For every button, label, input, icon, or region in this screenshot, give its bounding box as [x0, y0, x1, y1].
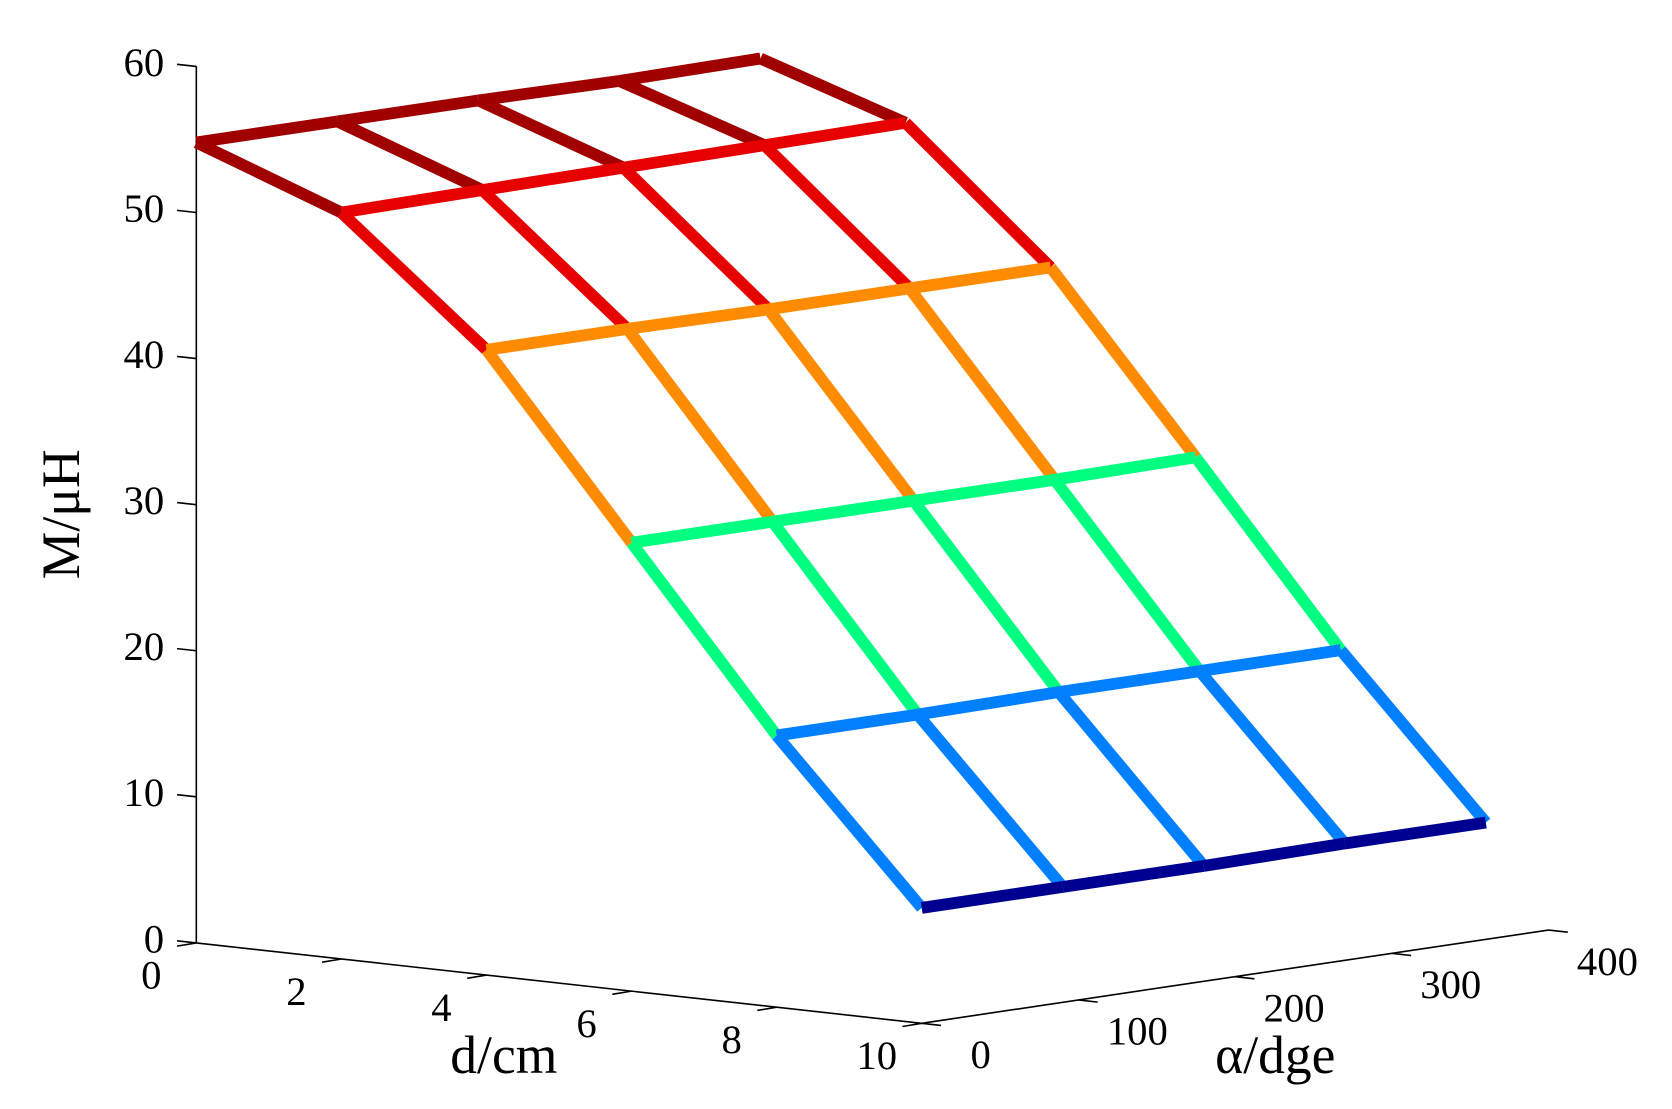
y-tick-label: 0: [970, 1032, 990, 1077]
z-tick-label: 0: [144, 916, 164, 961]
mesh-edge: [193, 137, 344, 218]
mesh-edge: [920, 881, 1064, 914]
y-tick: [1548, 929, 1568, 934]
y-tick-label: 300: [1420, 962, 1481, 1007]
x-tick: [176, 942, 197, 947]
mesh-edge: [626, 303, 770, 335]
mesh-edge: [475, 95, 626, 173]
mesh-edge: [760, 141, 914, 293]
mesh-edge: [763, 305, 919, 505]
mesh-edge: [771, 494, 915, 528]
mesh-edge: [775, 708, 919, 742]
mesh-edge: [619, 163, 773, 314]
x-axis-label: d/cm: [450, 1025, 557, 1085]
z-tick: [176, 647, 197, 652]
x-axis: [196, 942, 922, 1025]
mesh-edge: [1190, 453, 1346, 654]
mesh-edge: [1195, 667, 1350, 848]
x-tick: [902, 1022, 922, 1028]
y-tick: [1235, 975, 1255, 980]
mesh-edge: [1336, 646, 1491, 827]
x-tick: [467, 974, 487, 980]
mesh-edge: [908, 497, 1064, 696]
mesh-edge: [767, 282, 911, 316]
mesh-edge: [1202, 837, 1346, 872]
mesh-edge: [901, 118, 1055, 272]
z-tick: [176, 793, 197, 798]
mesh-edge: [1057, 665, 1201, 698]
x-tick: [612, 990, 632, 996]
mesh-edge: [618, 52, 762, 87]
x-tick: [757, 1006, 777, 1012]
mesh-edge: [626, 539, 782, 740]
mesh-edge: [340, 184, 484, 219]
y-tick-label: 400: [1577, 939, 1638, 984]
x-tick-label: 2: [286, 969, 306, 1014]
mesh-edge: [1061, 860, 1205, 893]
z-tick-label: 20: [123, 624, 164, 669]
mesh-edge: [622, 325, 778, 526]
x-tick-label: 8: [721, 1017, 741, 1062]
mesh-edge: [334, 116, 485, 196]
z-tick-label: 10: [123, 770, 164, 815]
z-axis-label: M/μH: [31, 449, 91, 579]
z-tick: [176, 501, 197, 506]
mesh-edge: [1049, 476, 1205, 675]
mesh-edge: [772, 731, 927, 912]
z-tick-label: 60: [123, 40, 164, 85]
mesh-edge: [336, 94, 480, 128]
mesh-edge: [1053, 451, 1197, 486]
mesh-edge: [912, 473, 1056, 507]
mesh-edge: [630, 515, 774, 549]
x-tick-label: 4: [431, 985, 451, 1030]
mesh-edge: [478, 185, 632, 334]
mesh-edge: [904, 284, 1060, 484]
x-tick-label: 10: [856, 1033, 897, 1078]
mesh-edge: [1045, 263, 1201, 461]
z-tick: [176, 355, 197, 360]
z-tick-label: 30: [123, 478, 164, 523]
mesh-edge: [913, 710, 1068, 891]
mesh-edge: [908, 261, 1052, 295]
y-tick: [1078, 999, 1098, 1003]
mesh-edge: [767, 518, 923, 719]
mesh-edge: [1198, 644, 1342, 677]
mesh-edge: [758, 53, 908, 129]
mesh-edge: [195, 115, 339, 149]
mesh-edge: [481, 161, 625, 196]
y-tick-label: 200: [1264, 985, 1325, 1030]
x-tick-label: 6: [576, 1001, 596, 1046]
mesh-edge: [477, 75, 621, 107]
z-tick-label: 40: [123, 332, 164, 377]
z-tick: [176, 939, 197, 944]
z-tick: [176, 209, 197, 214]
mesh-edge: [481, 346, 637, 547]
mesh-edge: [617, 75, 767, 151]
x-tick-label: 0: [141, 953, 161, 998]
y-axis-label: α/dge: [1215, 1025, 1335, 1085]
z-tick: [176, 63, 197, 68]
y-tick: [1391, 952, 1412, 957]
mesh-edge: [485, 323, 629, 356]
x-tick: [321, 958, 342, 963]
y-tick-label: 100: [1107, 1009, 1168, 1054]
mesh-edge: [337, 208, 491, 355]
mesh-edge: [763, 116, 907, 152]
y-tick: [921, 1022, 942, 1027]
mesh-edge: [1054, 688, 1209, 870]
mesh-edge: [1343, 816, 1487, 850]
z-tick-label: 50: [123, 186, 164, 231]
mesh-edge: [622, 139, 766, 174]
mesh-edge: [916, 686, 1060, 721]
